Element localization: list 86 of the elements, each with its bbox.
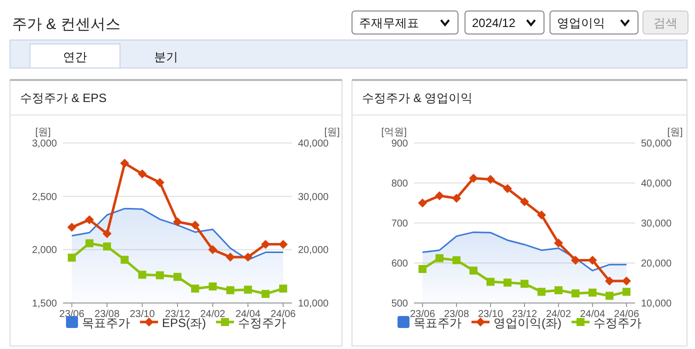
legend-label: 영업이익(좌) xyxy=(494,316,562,330)
y2-axis-title: [원] xyxy=(324,127,340,138)
point xyxy=(486,174,495,184)
point xyxy=(503,184,512,194)
text: 영업이익 xyxy=(557,16,605,30)
y-tick-label: 500 xyxy=(391,298,408,310)
y-axis-title: [억원] xyxy=(381,127,407,138)
point xyxy=(588,288,596,297)
point xyxy=(418,198,427,208)
point xyxy=(572,289,580,298)
point xyxy=(84,215,94,224)
text: 주재무제표 xyxy=(359,16,419,30)
point xyxy=(279,284,288,293)
legend-label: 수정주가 xyxy=(594,316,642,330)
y2-tick-label: 10,000 xyxy=(298,298,330,310)
point xyxy=(138,169,147,178)
point xyxy=(622,288,630,296)
point xyxy=(469,174,478,183)
point xyxy=(244,286,252,294)
y2-tick-label: 10,000 xyxy=(641,298,672,310)
y2-tick-label: 40,000 xyxy=(298,138,330,150)
point xyxy=(208,282,217,290)
point xyxy=(538,288,546,296)
point xyxy=(504,278,512,287)
y2-tick-label: 40,000 xyxy=(641,178,672,190)
point xyxy=(191,284,200,293)
point xyxy=(155,178,164,187)
point xyxy=(173,217,182,226)
y2-tick-label: 50,000 xyxy=(641,138,672,150)
point xyxy=(67,222,76,232)
x-tick-label: 23/10 xyxy=(130,309,156,320)
point xyxy=(278,240,288,249)
text: 주가 & 컨센서스 xyxy=(12,16,120,33)
point xyxy=(554,238,563,248)
text: 분기 xyxy=(154,50,178,64)
legend-label: 수정주가 xyxy=(238,316,286,330)
point xyxy=(190,220,200,230)
point xyxy=(588,256,597,265)
point xyxy=(68,254,76,262)
point xyxy=(208,245,218,254)
point xyxy=(452,194,461,203)
point xyxy=(436,254,444,262)
point xyxy=(470,266,478,275)
point xyxy=(174,272,182,281)
y2-tick-label: 30,000 xyxy=(641,218,672,230)
point xyxy=(156,271,164,280)
y-tick-label: 700 xyxy=(391,218,408,230)
point xyxy=(103,242,112,250)
text: 연간 xyxy=(63,50,87,64)
y-tick-label: 3,000 xyxy=(32,138,58,150)
point xyxy=(262,290,270,298)
y-axis-title: [원] xyxy=(35,127,51,138)
point xyxy=(486,278,494,286)
point xyxy=(138,270,146,279)
point xyxy=(571,256,580,265)
y-tick-label: 800 xyxy=(391,178,408,190)
y-tick-label: 900 xyxy=(391,138,408,150)
point xyxy=(120,256,129,264)
point xyxy=(102,229,112,238)
text: 검색 xyxy=(654,16,678,30)
point xyxy=(85,239,94,248)
y-tick-label: 2,000 xyxy=(32,245,58,256)
y2-tick-label: 30,000 xyxy=(298,192,330,203)
point xyxy=(226,286,234,294)
point xyxy=(120,158,130,168)
chart-title: 수정주가 & 영업이익 xyxy=(362,91,473,105)
point xyxy=(435,191,444,200)
point xyxy=(226,252,235,262)
legend-label: 목표주가 xyxy=(414,316,462,330)
point xyxy=(520,280,528,288)
point xyxy=(622,276,631,286)
point xyxy=(452,256,460,264)
y2-axis-title: [원] xyxy=(667,127,683,138)
text: 2024/12 xyxy=(472,16,516,30)
point xyxy=(606,292,614,300)
y-tick-label: 600 xyxy=(391,258,408,270)
y-tick-label: 2,500 xyxy=(32,192,58,203)
y2-tick-label: 20,000 xyxy=(641,258,672,270)
y2-tick-label: 20,000 xyxy=(298,245,330,256)
point xyxy=(537,210,546,220)
point xyxy=(605,276,614,286)
point xyxy=(520,197,529,206)
point xyxy=(418,265,426,273)
point xyxy=(554,286,562,294)
chart-title: 수정주가 & EPS xyxy=(20,91,107,105)
y-tick-label: 1,500 xyxy=(32,298,58,310)
